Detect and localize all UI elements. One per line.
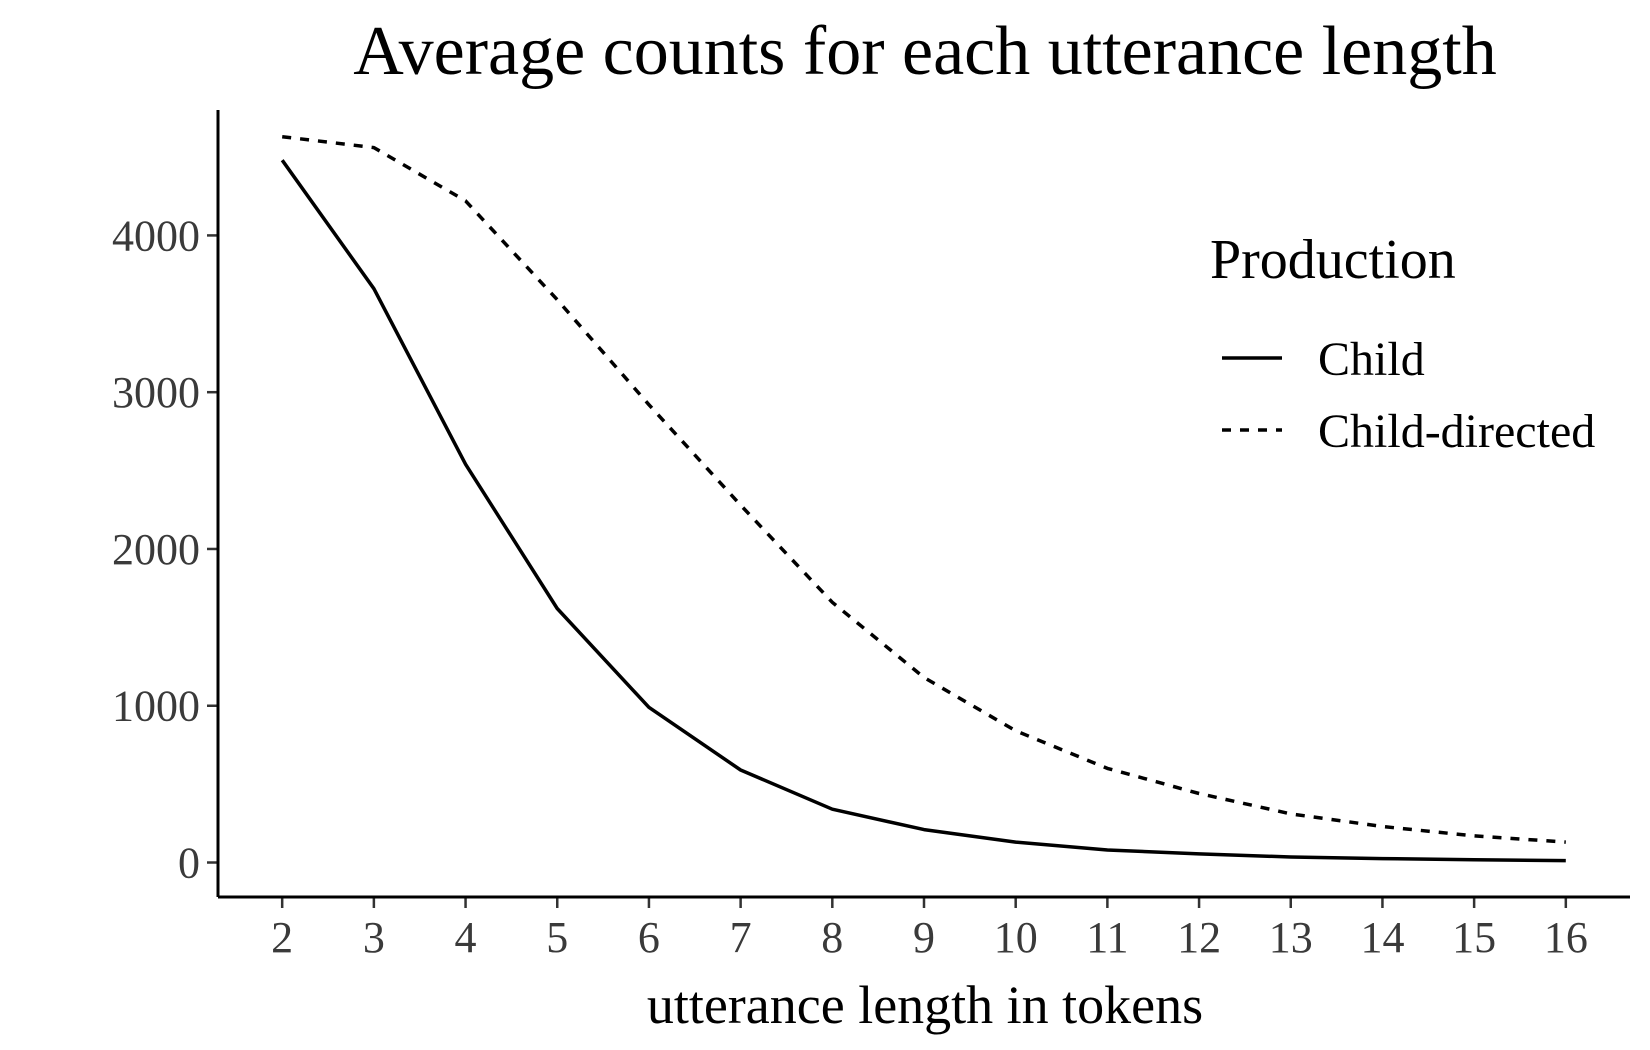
y-tick-label: 3000 <box>112 368 200 417</box>
chart-title: Average counts for each utterance length <box>353 13 1496 90</box>
x-tick-label: 12 <box>1177 913 1221 962</box>
y-axis-ticks: 0 1000 2000 3000 4000 <box>112 211 218 888</box>
legend-label: Child-directed <box>1318 405 1595 458</box>
series-line-child-directed <box>281 134 1566 844</box>
y-tick-label: 4000 <box>112 211 200 260</box>
y-tick-label: 1000 <box>112 682 200 731</box>
x-tick-label: 14 <box>1360 913 1404 962</box>
x-tick-label: 8 <box>821 913 843 962</box>
x-tick-label: 2 <box>271 913 293 962</box>
y-tick-label: 2000 <box>112 525 200 574</box>
legend-label: Child <box>1318 333 1425 386</box>
x-tick-label: 9 <box>913 913 935 962</box>
x-tick-label: 5 <box>546 913 568 962</box>
y-tick-label: 0 <box>178 839 200 888</box>
x-tick-label: 15 <box>1452 913 1496 962</box>
x-tick-label: 11 <box>1086 913 1128 962</box>
legend: Production Child Child-directed <box>1210 229 1595 458</box>
x-tick-label: 3 <box>363 913 385 962</box>
x-axis-title: utterance length in tokens <box>647 975 1203 1035</box>
x-tick-label: 6 <box>638 913 660 962</box>
series-lines <box>280 134 1566 863</box>
x-axis-ticks: 2 3 4 5 6 7 8 9 10 11 12 13 14 15 16 <box>271 897 1588 962</box>
series-line-child <box>280 159 1566 863</box>
x-tick-label: 13 <box>1269 913 1313 962</box>
x-tick-label: 16 <box>1544 913 1588 962</box>
legend-title: Production <box>1210 229 1456 291</box>
x-tick-label: 10 <box>994 913 1038 962</box>
x-tick-label: 4 <box>455 913 477 962</box>
legend-items: Child Child-directed <box>1222 333 1595 458</box>
x-tick-label: 7 <box>730 913 752 962</box>
